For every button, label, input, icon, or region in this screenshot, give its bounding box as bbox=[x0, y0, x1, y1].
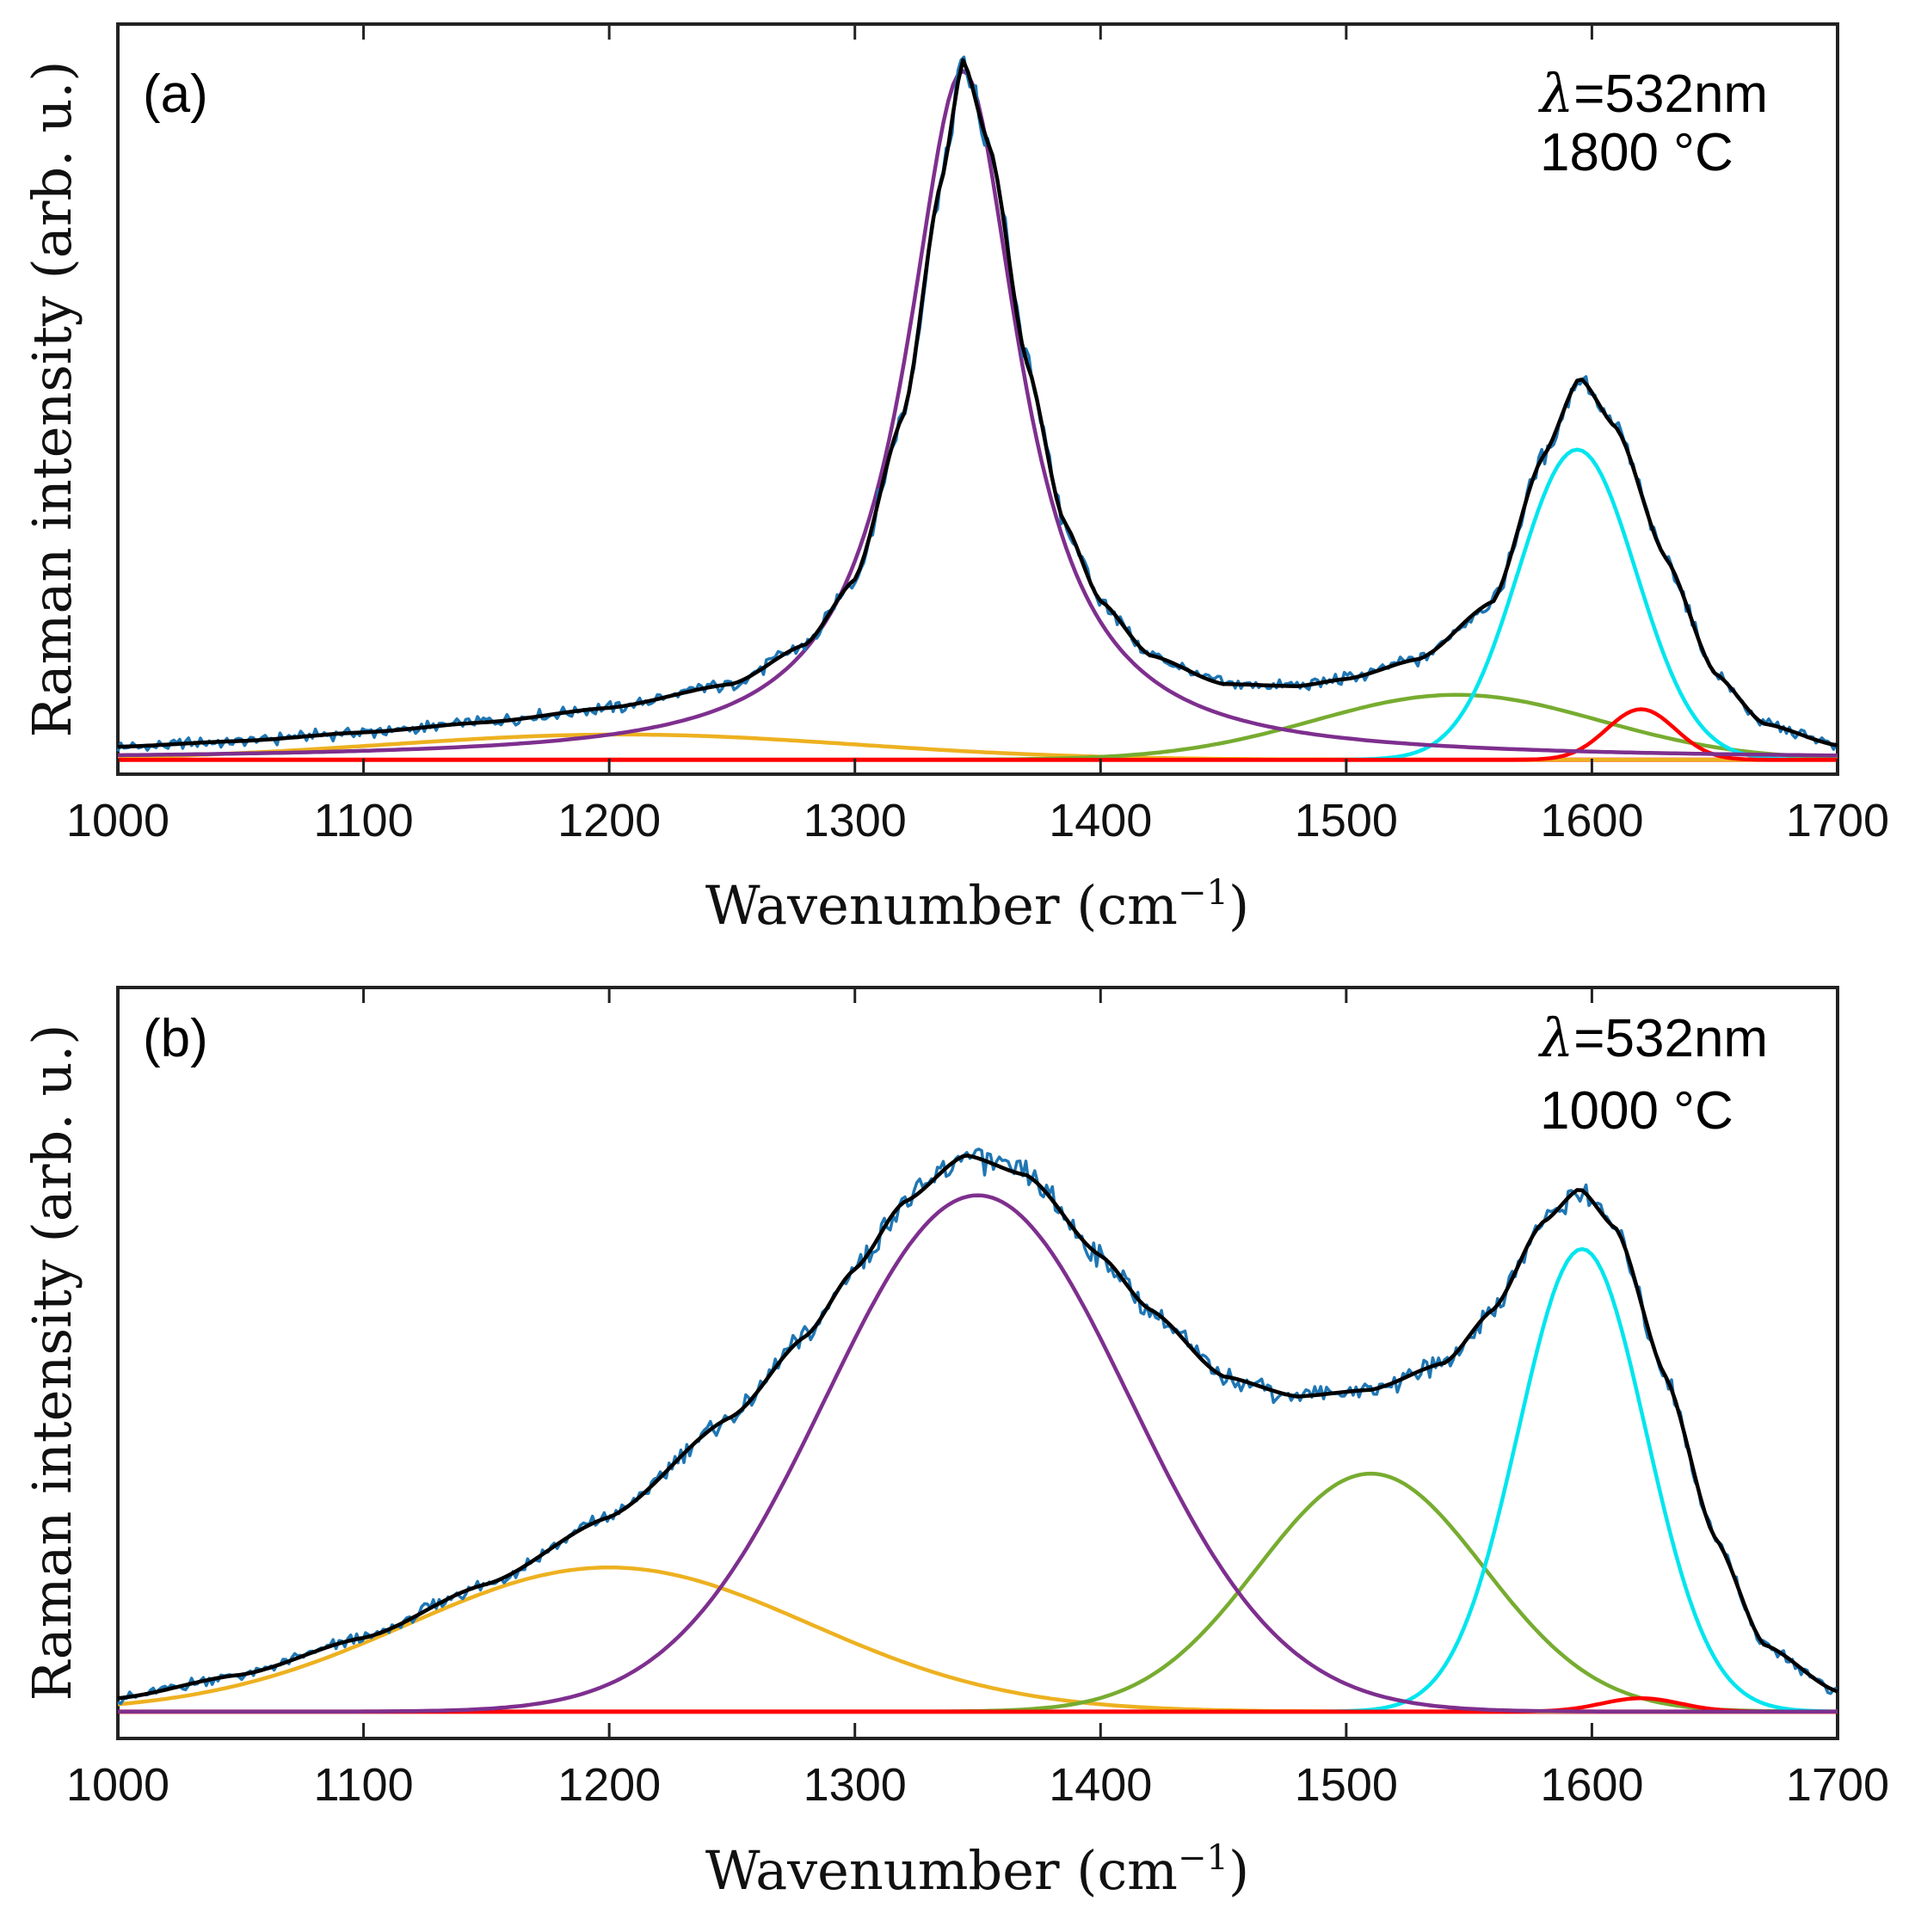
x-tick-layer: 1000 1100 1200 1300 1400 1500 1600 1700 bbox=[66, 988, 1889, 1811]
component-D2-line bbox=[118, 707, 1838, 762]
plot-area-frame bbox=[116, 986, 1839, 1740]
x-tick-label: 1600 bbox=[1540, 1759, 1643, 1811]
wavelength-annotation: λ=532nm bbox=[1537, 1006, 1768, 1069]
x-tick-label: 1000 bbox=[66, 1759, 169, 1811]
panel-b: 1000 1100 1200 1300 1400 1500 1600 1700 (b) λ=5… bbox=[21, 986, 1889, 1902]
total-fit-line bbox=[117, 1154, 1838, 1701]
x-tick-label: 1300 bbox=[804, 1759, 907, 1811]
x-axis-title-close: ) bbox=[1228, 1839, 1249, 1902]
panel-a: 1000 1100 1200 1300 1400 1500 1600 1700 (a) λ=5… bbox=[21, 22, 1889, 937]
x-tick-label: 1600 bbox=[1540, 795, 1643, 846]
x-axis-title-text: Wavenumber (cm bbox=[705, 874, 1178, 937]
component-D4-line bbox=[117, 732, 1838, 762]
x-axis-title-text: Wavenumber (cm bbox=[705, 1839, 1178, 1902]
temperature-annotation: 1000 °C bbox=[1540, 1081, 1733, 1141]
temperature-annotation: 1800 °C bbox=[1540, 123, 1733, 182]
series-layer bbox=[116, 55, 1838, 762]
x-tick-label: 1100 bbox=[314, 1759, 414, 1811]
x-axis-title: Wavenumber (cm−1) bbox=[705, 873, 1249, 937]
component-G-line bbox=[118, 1246, 1838, 1714]
wavelength-annotation: λ=532nm bbox=[1537, 62, 1768, 125]
x-tick-label: 1500 bbox=[1295, 1759, 1398, 1811]
x-tick-label: 1200 bbox=[557, 795, 661, 846]
component-D3-line bbox=[118, 1471, 1838, 1714]
x-tick-label: 1400 bbox=[1049, 795, 1152, 846]
component-D4-line bbox=[117, 1565, 1838, 1714]
x-tick-label: 1300 bbox=[804, 795, 907, 846]
x-axis-title-close: ) bbox=[1228, 874, 1249, 937]
lambda-symbol: λ bbox=[1537, 62, 1573, 125]
x-tick-label: 1700 bbox=[1786, 1759, 1889, 1811]
panel-label: (b) bbox=[143, 1009, 208, 1068]
x-tick-label: 1500 bbox=[1295, 795, 1398, 846]
y-axis-title: Raman intensity (arb. u.) bbox=[21, 61, 83, 738]
wavelength-value: =532nm bbox=[1573, 1009, 1768, 1068]
x-axis-title-superscript: −1 bbox=[1178, 1838, 1228, 1878]
lambda-symbol: λ bbox=[1537, 1006, 1573, 1069]
x-axis-title-superscript: −1 bbox=[1178, 873, 1228, 913]
x-tick-label: 1200 bbox=[557, 1759, 661, 1811]
x-axis-title: Wavenumber (cm−1) bbox=[705, 1838, 1249, 1902]
x-tick-label: 1100 bbox=[314, 795, 414, 846]
measured-spectrum-line bbox=[117, 1148, 1838, 1706]
wavelength-value: =532nm bbox=[1573, 65, 1768, 124]
x-tick-label: 1000 bbox=[66, 795, 169, 846]
x-tick-layer: 1000 1100 1200 1300 1400 1500 1600 1700 bbox=[66, 24, 1889, 846]
y-axis-title: Raman intensity (arb. u.) bbox=[21, 1024, 83, 1701]
plot-area-frame bbox=[116, 22, 1839, 776]
component-D-line bbox=[118, 1193, 1838, 1714]
total-fit-line bbox=[117, 58, 1838, 749]
x-tick-label: 1400 bbox=[1049, 1759, 1152, 1811]
x-tick-label: 1700 bbox=[1786, 795, 1889, 846]
panel-label: (a) bbox=[143, 65, 208, 124]
series-layer bbox=[117, 1148, 1838, 1714]
